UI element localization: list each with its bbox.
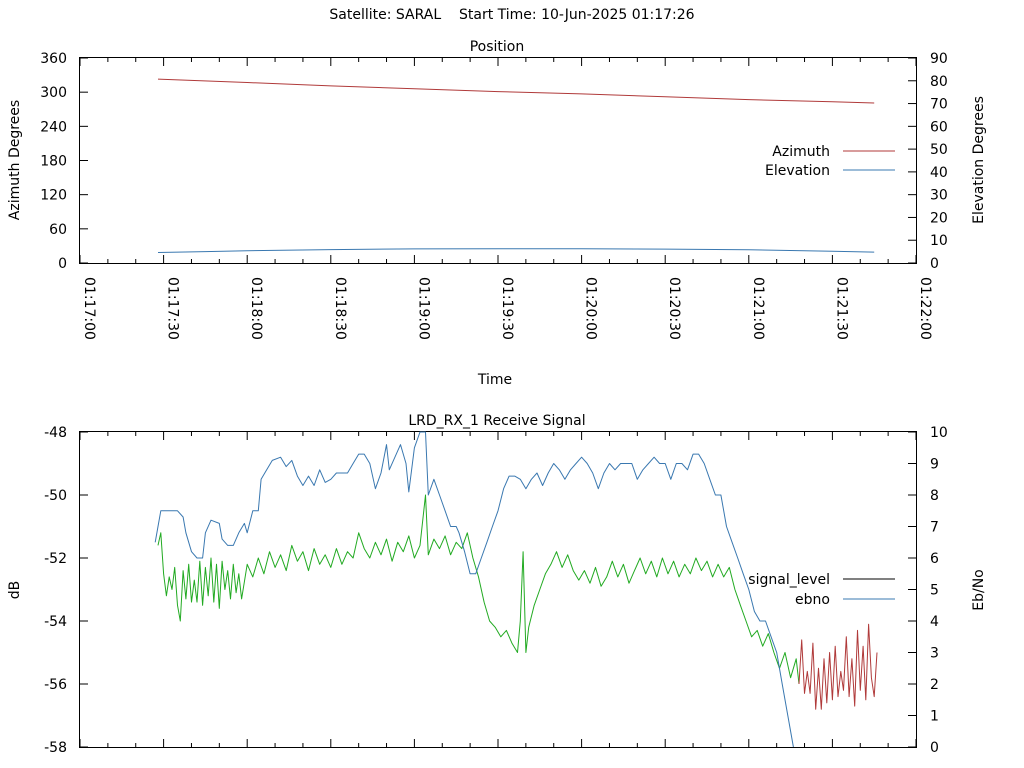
y2-tick-label: 10 — [930, 425, 948, 441]
signal-chart-title: LRD_RX_1 Receive Signal — [408, 413, 585, 429]
y-tick-label: 240 — [40, 119, 67, 135]
signal-legend: signal_level ebno — [748, 572, 895, 608]
x-tick-label: 01:17:30 — [165, 277, 181, 340]
y2-tick-label: 90 — [930, 51, 948, 67]
position-y-tick-labels: 0 60 120 180 240 300 360 — [40, 51, 67, 272]
y-tick-label: 360 — [40, 51, 67, 67]
series-line-signal-level — [157, 494, 800, 685]
y-tick-label: 180 — [40, 154, 67, 170]
position-chart-title: Position — [470, 39, 525, 55]
series-line-ebno — [154, 431, 794, 748]
y-tick-label: -56 — [44, 677, 67, 693]
legend-label-azimuth: Azimuth — [772, 144, 830, 160]
satellite-label: Satellite: SARAL — [329, 7, 442, 23]
y-tick-label: 300 — [40, 85, 67, 101]
y2-tick-label: 5 — [930, 583, 939, 599]
y-tick-label: -50 — [44, 488, 67, 504]
x-tick-label: 01:17:00 — [81, 277, 97, 340]
legend-label-signal-level: signal_level — [748, 572, 830, 588]
position-x-axis-label: Time — [477, 372, 512, 388]
legend-label-elevation: Elevation — [765, 163, 830, 179]
y2-tick-label: 8 — [930, 488, 939, 504]
x-tick-label: 01:20:00 — [583, 277, 599, 340]
signal-ticks — [79, 431, 917, 748]
signal-y-tick-labels: -58 -56 -54 -52 -50 -48 — [44, 425, 67, 756]
y2-tick-label: 6 — [930, 551, 939, 567]
position-y2-axis-label: Elevation Degrees — [971, 96, 987, 224]
y2-tick-label: 2 — [930, 677, 939, 693]
position-chart: Position 0 60 120 180 240 300 360 0 10 20 30 40 50 6… — [7, 39, 987, 388]
position-series — [157, 78, 875, 253]
y2-tick-label: 80 — [930, 74, 948, 90]
y2-tick-label: 50 — [930, 142, 948, 158]
x-tick-label: 01:22:00 — [917, 277, 933, 340]
y2-tick-label: 20 — [930, 210, 948, 226]
receive-signal-chart: LRD_RX_1 Receive Signal -58-56-54-52-50-… — [7, 413, 987, 756]
y2-tick-label: 9 — [930, 457, 939, 473]
y-tick-label: 60 — [49, 222, 67, 238]
series-line-elevation — [157, 248, 875, 253]
x-tick-label: 01:18:30 — [332, 277, 348, 340]
x-tick-label: 01:21:30 — [833, 277, 849, 340]
y-tick-label: 0 — [58, 256, 67, 272]
position-y-axis-label: Azimuth Degrees — [7, 100, 23, 220]
start-time-label: Start Time: 10-Jun-2025 01:17:26 — [458, 7, 695, 23]
x-tick-label: 01:19:00 — [415, 277, 431, 340]
x-tick-label: 01:18:00 — [248, 277, 264, 340]
y2-tick-label: 10 — [930, 233, 948, 249]
position-ticks — [79, 57, 917, 264]
page-title: Satellite: SARAL Start Time: 10-Jun-2025… — [0, 7, 1024, 23]
signal-y2-tick-labels: 0 1 2 3 4 5 6 7 8 9 10 — [930, 425, 948, 756]
position-y2-tick-labels: 0 10 20 30 40 50 60 70 80 90 — [930, 51, 948, 272]
position-plot-frame — [79, 57, 917, 264]
y2-tick-label: 0 — [930, 256, 939, 272]
y-tick-label: -52 — [44, 551, 67, 567]
x-tick-label: 01:20:30 — [666, 277, 682, 340]
series-line-azimuth — [157, 78, 875, 104]
x-tick-label: 01:21:00 — [750, 277, 766, 340]
signal-series — [154, 431, 878, 748]
y2-tick-label: 7 — [930, 520, 939, 536]
y2-tick-label: 60 — [930, 119, 948, 135]
y-tick-label: 120 — [40, 188, 67, 204]
x-tick-label: 01:19:30 — [499, 277, 515, 340]
signal-y-axis-label: dB — [7, 581, 23, 600]
y-tick-label: -48 — [44, 425, 67, 441]
y2-tick-label: 1 — [930, 709, 939, 725]
y-tick-label: -54 — [44, 614, 67, 630]
series-line-signal-level-weak — [798, 623, 878, 710]
y2-tick-label: 4 — [930, 614, 939, 630]
legend-label-ebno: ebno — [795, 592, 830, 608]
y2-tick-label: 0 — [930, 740, 939, 756]
position-x-tick-labels: 01:17:00 01:17:30 01:18:00 01:18:30 01:19:00… — [81, 277, 933, 340]
y2-tick-label: 30 — [930, 188, 948, 204]
position-legend: Azimuth Elevation — [765, 144, 895, 179]
y2-tick-label: 3 — [930, 646, 939, 662]
y2-tick-label: 70 — [930, 97, 948, 113]
signal-plot-frame — [79, 431, 917, 748]
signal-y2-axis-label: Eb/No — [971, 569, 987, 611]
y-tick-label: -58 — [44, 740, 67, 756]
y2-tick-label: 40 — [930, 165, 948, 181]
